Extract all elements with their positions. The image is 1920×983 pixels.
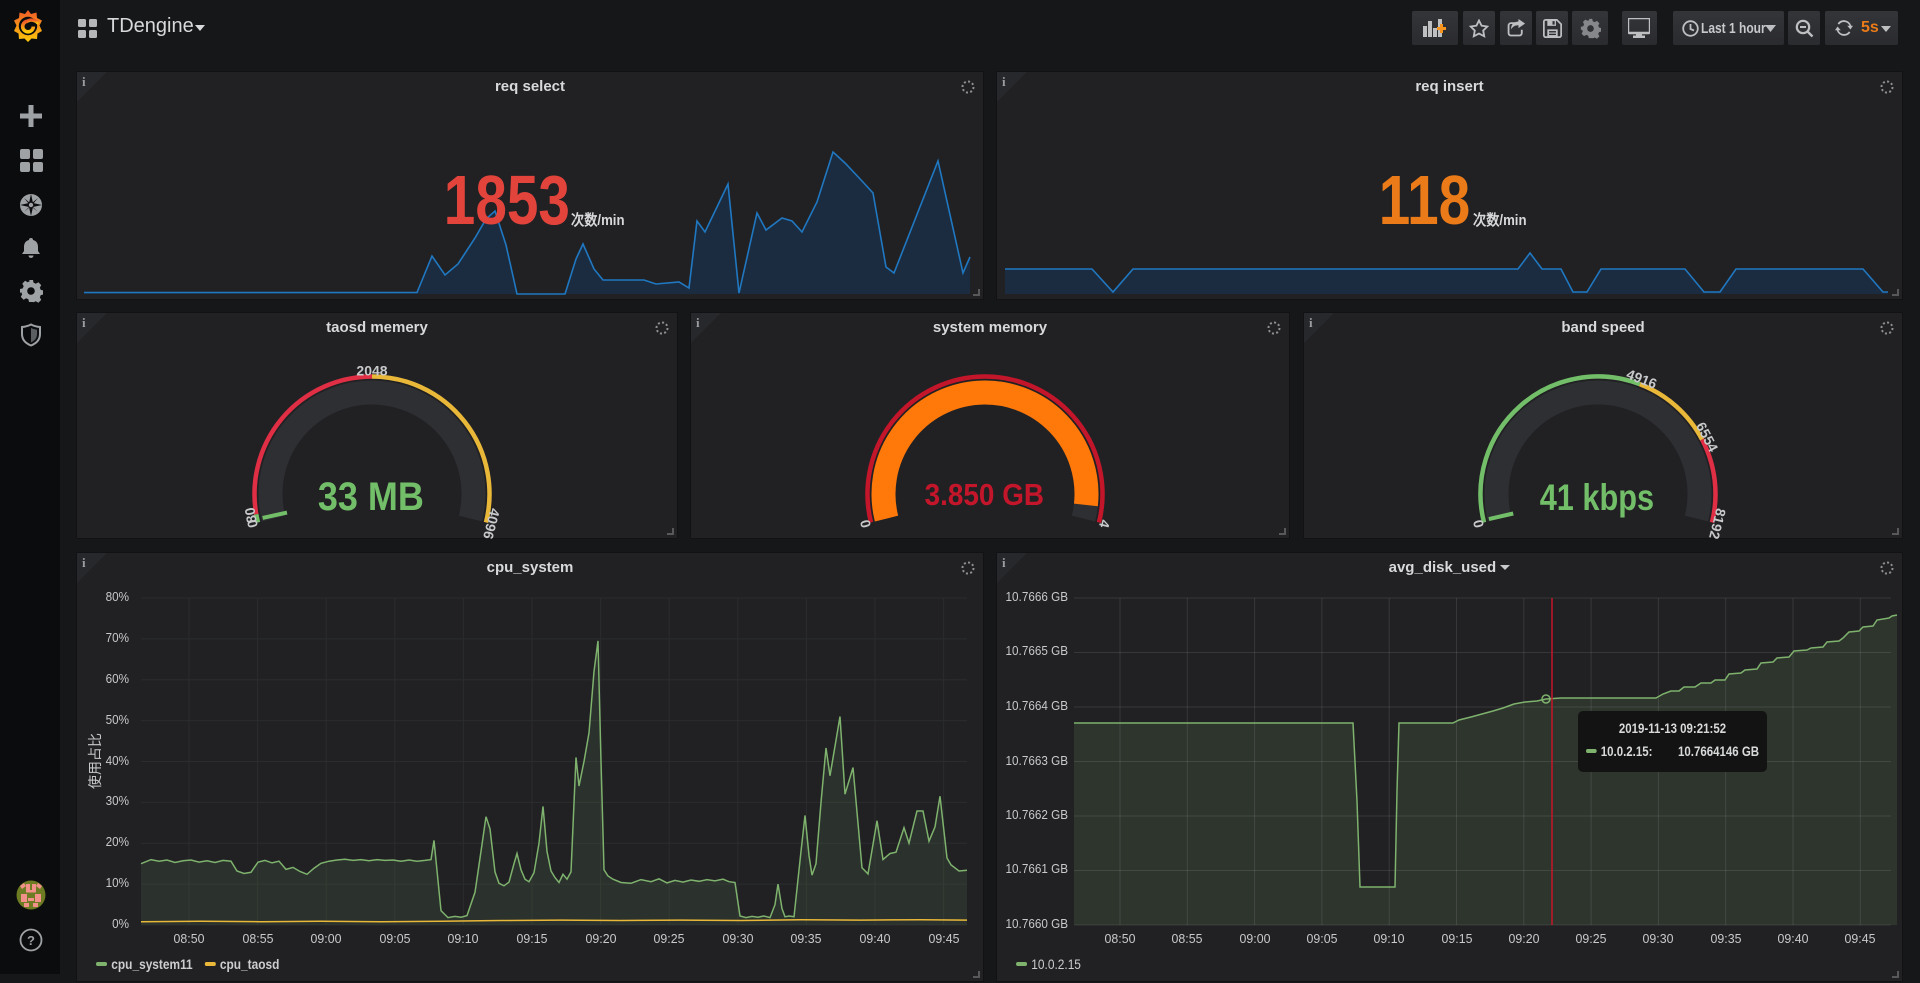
svg-text:80: 80: [241, 506, 259, 524]
svg-text:0: 0: [244, 518, 261, 530]
svg-text:4096: 4096: [480, 507, 503, 540]
svg-text:0: 0: [857, 518, 874, 530]
svg-text:?: ?: [27, 933, 35, 948]
svg-text:8192: 8192: [1706, 507, 1729, 540]
svg-text:0: 0: [1470, 518, 1487, 530]
svg-text:2048: 2048: [356, 363, 387, 379]
svg-text:4: 4: [1096, 518, 1113, 530]
